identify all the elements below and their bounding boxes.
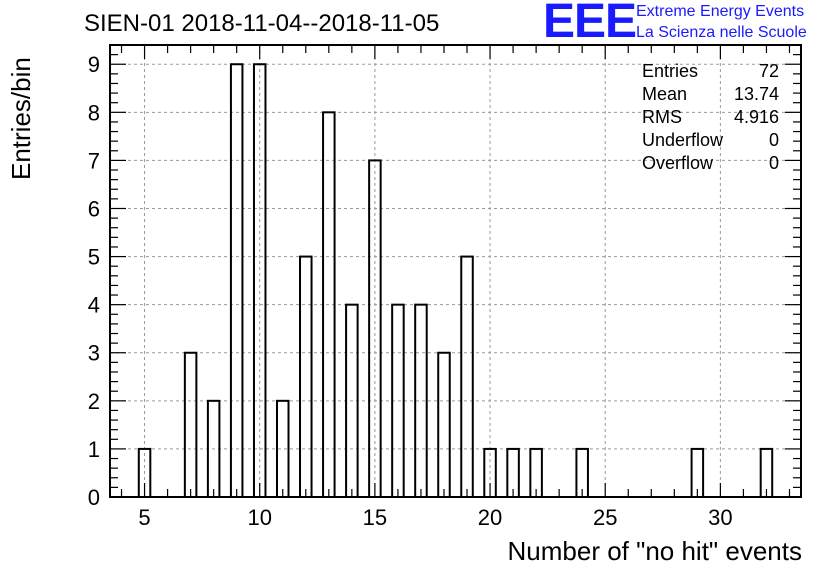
y-axis-label: Entries/bin	[6, 57, 36, 180]
stats-value: 0	[769, 153, 779, 173]
histogram-bar	[460, 255, 474, 498]
logo-line-1: Extreme Energy Events	[636, 3, 805, 20]
stats-label: Mean	[642, 84, 687, 104]
x-tick-label: 15	[363, 505, 387, 530]
histogram-bar	[437, 351, 451, 499]
y-tick-label: 5	[88, 245, 100, 270]
stats-value: 4.916	[734, 107, 779, 127]
y-tick-label: 6	[88, 196, 100, 221]
x-tick-label: 5	[138, 505, 150, 530]
stats-label: Underflow	[642, 130, 724, 150]
x-tick-label: 30	[708, 505, 732, 530]
x-axis-label: Number of "no hit" events	[507, 536, 803, 566]
y-tick-label: 3	[88, 341, 100, 366]
stats-label: Entries	[642, 61, 698, 81]
x-tick-label: 25	[593, 505, 617, 530]
stats-label: Overflow	[642, 153, 714, 173]
stats-value: 13.74	[734, 84, 779, 104]
y-tick-label: 2	[88, 389, 100, 414]
plot-frame	[109, 44, 802, 498]
chart-title: SIEN-01 2018-11-04--2018-11-05	[84, 10, 440, 37]
stats-value: 72	[759, 61, 779, 81]
x-tick-label: 20	[478, 505, 502, 530]
y-tick-label: 7	[88, 148, 100, 173]
y-tick-label: 1	[88, 437, 100, 462]
y-tick-label: 9	[88, 52, 100, 77]
stats-value: 0	[769, 130, 779, 150]
logo-line-2: La Scienza nelle Scuole	[636, 24, 807, 41]
axes: 5 10 15 20 25 30 0 1 2 3 4 5 6 7 8 9	[88, 44, 802, 530]
grid-lines	[110, 45, 801, 497]
eee-logo: EEE	[543, 0, 637, 48]
histogram-bar	[299, 255, 313, 498]
y-tick-label: 4	[88, 293, 100, 318]
x-tick-label: 10	[247, 505, 271, 530]
stats-box: Entries 72 Mean 13.74 RMS 4.916 Underflow 0 Over…	[642, 61, 779, 173]
histogram-bar	[183, 351, 198, 499]
y-tick-label: 0	[88, 485, 100, 510]
y-tick-label: 8	[88, 100, 100, 125]
eee-logo-mark: EEE	[543, 0, 637, 48]
histogram-bar	[229, 63, 244, 498]
stats-label: RMS	[642, 107, 682, 127]
